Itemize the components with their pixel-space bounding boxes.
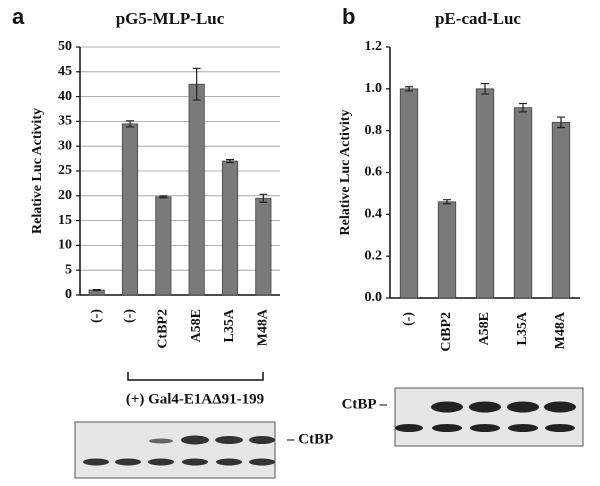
bar <box>121 123 139 296</box>
chart-title: pE-cad-Luc <box>435 9 521 28</box>
y-tick-label: 20 <box>58 188 72 203</box>
y-axis-title: Relative Luc Activity <box>30 108 45 234</box>
y-tick-label: 0 <box>65 287 72 302</box>
annotation: (+) Gal4-E1AΔ91-199 <box>126 391 264 407</box>
y-tick-label: 0.6 <box>365 165 383 180</box>
x-tick-label: (-) <box>401 312 416 326</box>
y-tick-label: 0.2 <box>365 248 383 263</box>
western-blot <box>394 387 584 447</box>
western-blot <box>74 421 276 479</box>
x-tick-label: L35A <box>222 308 237 342</box>
bar <box>551 121 571 299</box>
error-bar <box>557 116 565 129</box>
error-bar <box>192 67 201 101</box>
y-tick-label: 45 <box>58 64 72 79</box>
error-bar <box>259 193 268 203</box>
y-axis-title: Relative Luc Activity <box>338 110 353 236</box>
y-tick-label: 0.0 <box>365 290 383 305</box>
x-tick-label: M48A <box>256 308 271 346</box>
x-tick-label: (-) <box>89 309 104 323</box>
bar <box>188 83 205 296</box>
blot-label: CtBP – <box>342 396 388 412</box>
y-tick-label: 25 <box>58 163 72 178</box>
error-bar <box>159 195 168 199</box>
panel-label: a <box>12 4 25 29</box>
error-bar <box>126 120 134 128</box>
x-tick-label: A58E <box>477 312 492 345</box>
y-tick-label: 50 <box>58 39 72 54</box>
bar <box>437 201 457 299</box>
y-tick-label: 40 <box>58 89 72 104</box>
y-tick-label: 0.8 <box>365 123 383 138</box>
y-tick-label: 1.0 <box>365 81 383 96</box>
x-tick-label: L35A <box>515 311 530 345</box>
x-tick-label: M48A <box>553 311 568 349</box>
y-tick-label: 1.2 <box>365 39 383 54</box>
bar <box>513 107 533 299</box>
x-tick-label: CtBP2 <box>439 312 454 352</box>
error-bar <box>92 288 101 292</box>
y-tick-label: 0.4 <box>365 207 383 222</box>
error-bar <box>443 199 451 205</box>
error-bar <box>519 102 527 113</box>
bar <box>475 88 495 299</box>
y-tick-label: 5 <box>65 262 72 277</box>
y-tick-label: 15 <box>58 213 72 228</box>
y-tick-label: 30 <box>58 138 72 153</box>
x-tick-label: A58E <box>189 309 204 342</box>
bar <box>255 197 272 296</box>
chart-title: pG5-MLP-Luc <box>116 9 225 28</box>
error-bar <box>405 86 413 92</box>
error-bar <box>226 158 234 164</box>
y-tick-label: 10 <box>58 238 72 253</box>
x-tick-label: CtBP2 <box>156 309 171 349</box>
bar <box>155 196 172 296</box>
blot-label: – CtBP <box>286 431 333 447</box>
bar <box>399 88 419 299</box>
y-tick-label: 35 <box>58 114 72 129</box>
bar <box>221 160 239 296</box>
bracket <box>127 372 264 381</box>
x-tick-label: (-) <box>122 309 137 323</box>
panel-label: b <box>342 4 355 29</box>
error-bar <box>481 83 489 95</box>
